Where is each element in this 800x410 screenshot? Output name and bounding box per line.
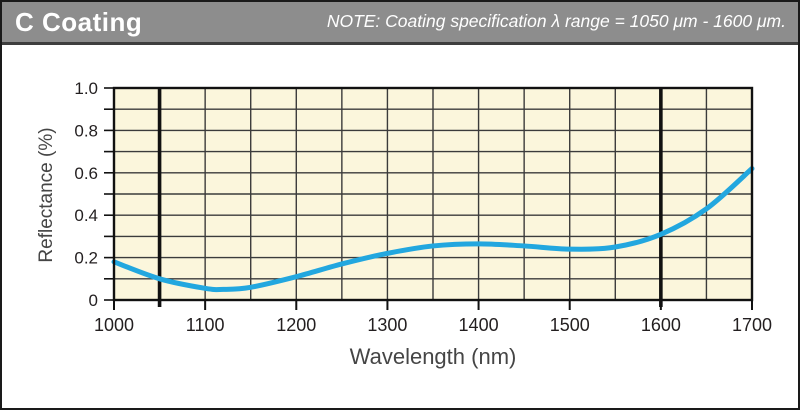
x-tick-label: 1400 xyxy=(459,315,499,335)
y-axis-title: Reflectance (%) xyxy=(36,127,57,263)
y-tick-label: 0.8 xyxy=(74,121,98,140)
y-tick-label: 0.4 xyxy=(74,206,98,225)
spec-note: NOTE: Coating specification λ range = 10… xyxy=(326,11,786,32)
y-tick-label: 0.2 xyxy=(74,249,98,268)
y-tick-label: 1.0 xyxy=(74,79,98,98)
y-tick-label: 0.6 xyxy=(74,164,98,183)
x-tick-label: 1300 xyxy=(367,315,407,335)
x-tick-label: 1500 xyxy=(550,315,590,335)
reflectance-plot: 1000 1100 1200 1300 1400 1500 1600 1700 0 0.2 0.4 0… xyxy=(74,79,772,335)
chart-area: 1000 1100 1200 1300 1400 1500 1600 1700 0 0.2 0.4 0… xyxy=(2,45,798,408)
x-tick-label: 1100 xyxy=(186,315,225,335)
x-axis-title: Wavelength (nm) xyxy=(349,344,517,369)
x-tick-label: 1700 xyxy=(732,315,772,335)
header-bar: C Coating NOTE: Coating specification λ … xyxy=(2,2,798,45)
y-tick-label: 0 xyxy=(89,291,98,310)
reflectance-curve xyxy=(111,166,755,293)
x-tick-label: 1000 xyxy=(94,315,134,335)
x-tick-label: 1600 xyxy=(641,315,681,335)
x-tick-label: 1200 xyxy=(276,315,316,335)
page-title: C Coating xyxy=(15,7,143,37)
